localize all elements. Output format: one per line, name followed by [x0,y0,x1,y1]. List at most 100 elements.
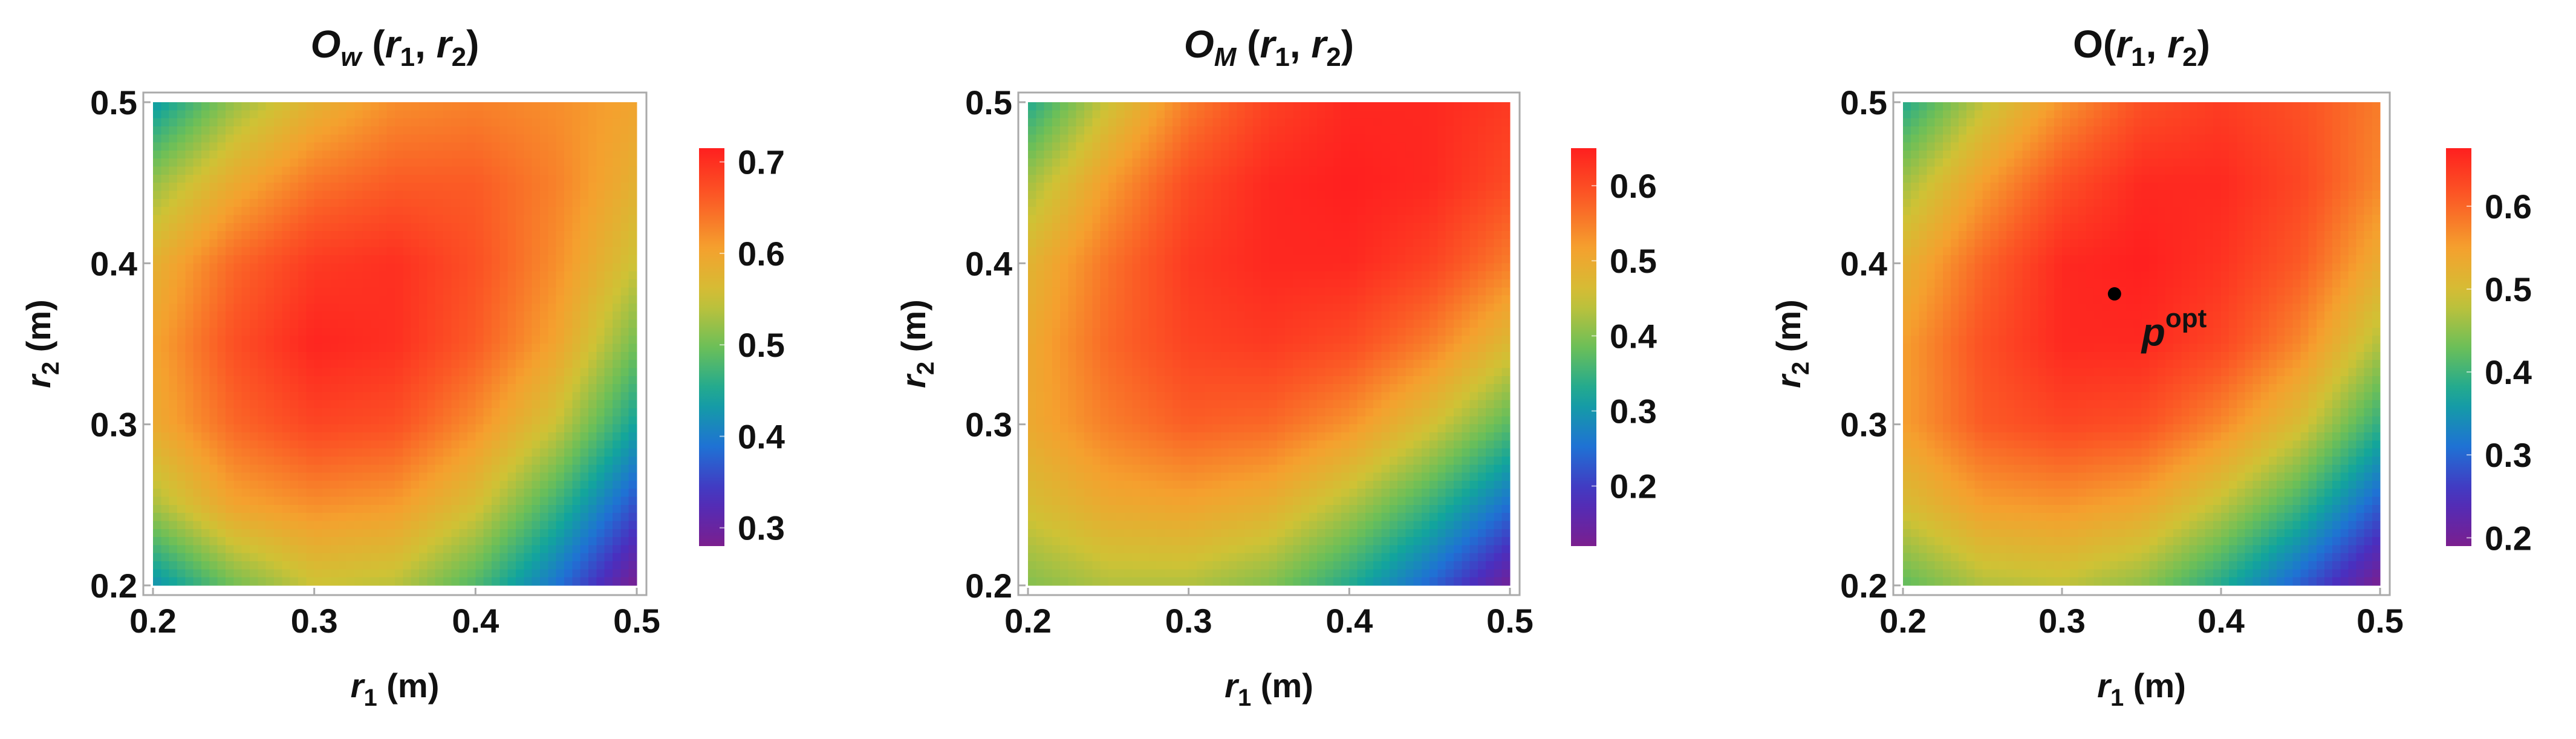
heatmap-cell [403,142,412,151]
heatmap-cell [604,190,613,200]
heatmap-cell [185,376,194,385]
heatmap-cell [217,126,226,135]
heatmap-cell [1381,166,1390,175]
heatmap-cell [290,231,299,239]
heatmap-cell [1036,183,1045,192]
heatmap-cell [265,392,275,401]
heatmap-cell [322,279,331,288]
heatmap-cell [1052,247,1061,256]
heatmap-cell [298,400,307,409]
heatmap-cell [1454,166,1462,175]
heatmap-cell [193,456,202,465]
heatmap-cell [209,255,218,264]
heatmap-cell [411,464,420,474]
heatmap-cell [386,561,395,570]
heatmap-cell [1092,207,1101,216]
heatmap-cell [274,489,282,498]
heatmap-cell [443,166,452,175]
heatmap-cell [572,231,581,239]
heatmap-cell [596,448,605,457]
y-axis-label: r2 (m) [19,299,64,388]
heatmap-cell [1261,263,1270,272]
heatmap-cell [580,569,589,578]
heatmap-cell [1229,255,1237,264]
heatmap-cell [338,303,347,312]
heatmap-cell [379,150,388,159]
heatmap-cell [395,303,403,312]
heatmap-cell [346,489,355,498]
heatmap-cell [346,504,355,513]
heatmap-cell [362,416,371,425]
heatmap-cell [1389,255,1398,264]
heatmap-cell [564,166,573,175]
heatmap-cell [265,327,275,336]
heatmap-cell [379,384,388,392]
heatmap-cell [274,480,282,489]
heatmap-cell [346,295,355,304]
heatmap-cell [475,166,484,175]
heatmap-cell [354,150,363,159]
heatmap-cell [386,440,395,449]
heatmap-cell [492,400,500,409]
heatmap-cell [1108,263,1117,272]
heatmap-cell [475,343,484,353]
heatmap-cell [226,480,234,489]
heatmap-cell [338,513,347,522]
heatmap-cell [411,336,420,345]
heatmap-cell [338,215,347,224]
heatmap-cell [475,174,484,183]
heatmap-cell [419,231,428,239]
heatmap-cell [1132,183,1141,192]
heatmap-cell [483,416,492,425]
heatmap-cell [1429,215,1439,224]
heatmap-cell [1333,271,1342,280]
heatmap-cell [314,432,323,441]
heatmap-cell [459,126,468,135]
heatmap-cell [282,126,291,135]
heatmap-cell [427,504,436,513]
heatmap-cell [371,239,379,248]
heatmap-cell [379,126,388,135]
heatmap-cell [507,464,516,474]
heatmap-cell [1373,126,1382,135]
heatmap-cell [475,496,484,506]
heatmap-cell [1413,134,1422,143]
heatmap-cell [1084,150,1093,159]
heatmap-cell [185,327,194,336]
heatmap-cell [1462,255,1471,264]
heatmap-cell [475,223,484,232]
heatmap-cell [371,183,379,192]
heatmap-cell [314,351,323,360]
heatmap-cell [209,376,218,385]
heatmap-cell [290,295,299,304]
heatmap-cell [1389,118,1398,127]
heatmap-cell [306,239,315,248]
heatmap-cell [201,126,210,135]
heatmap-cell [427,360,436,369]
heatmap-cell [250,336,258,345]
heatmap-cell [596,247,605,256]
heatmap-cell [435,360,444,369]
heatmap-cell [371,198,379,207]
heatmap-cell [507,239,516,248]
heatmap-cell [419,360,428,369]
heatmap-cell [419,279,428,288]
heatmap-cell [459,424,468,433]
heatmap-cell [258,440,267,449]
heatmap-cell [1188,247,1197,256]
heatmap-cell [628,198,637,207]
heatmap-cell [274,472,282,481]
heatmap-cell [250,513,258,522]
heatmap-cell [226,416,234,425]
heatmap-cell [233,110,242,119]
heatmap-cell [346,311,355,321]
heatmap-cell [1325,239,1334,248]
heatmap-cell [1252,263,1261,272]
heatmap-cell [1212,183,1221,192]
heatmap-cell [338,440,347,449]
heatmap-cell [451,118,460,127]
heatmap-cell [1429,198,1439,207]
heatmap-cell [1477,158,1486,168]
heatmap-cell [1164,247,1173,256]
heatmap-cell [419,504,428,513]
